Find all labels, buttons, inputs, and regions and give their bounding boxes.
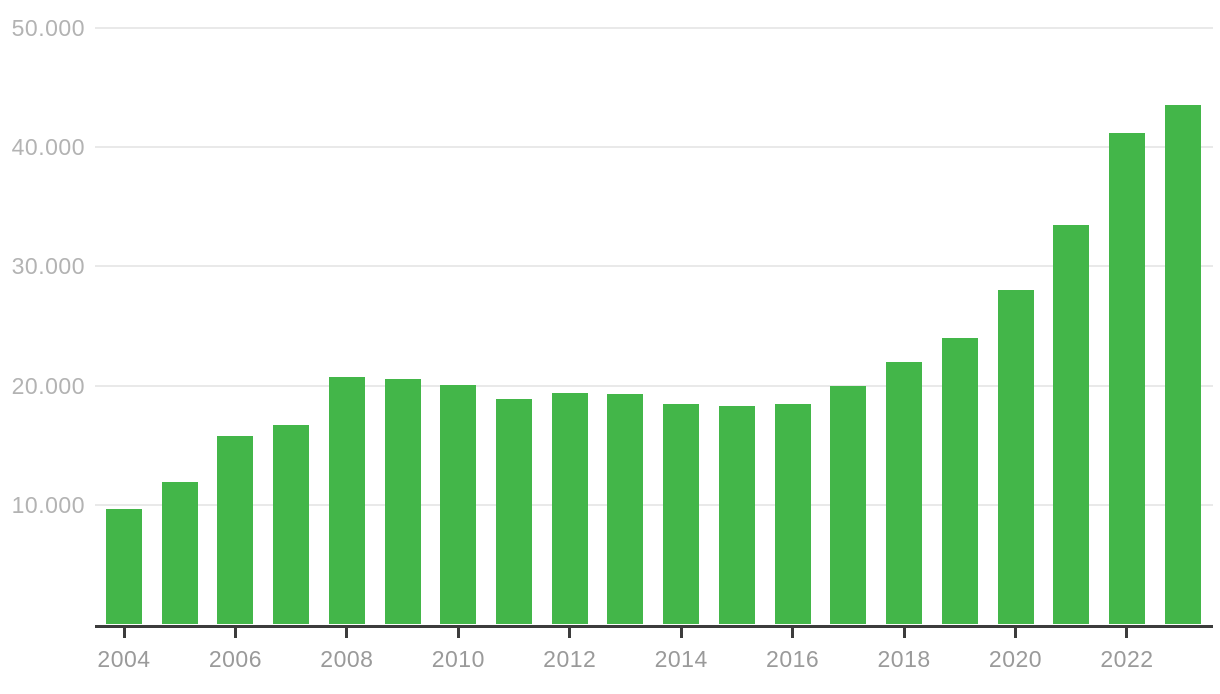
x-axis-tick-label: 2016: [766, 646, 820, 672]
bar-2021[interactable]: [1053, 224, 1090, 625]
bar-2006[interactable]: [217, 435, 254, 625]
bar-2008[interactable]: [328, 377, 365, 625]
x-axis-tick-label: 2022: [1100, 646, 1154, 672]
gridline-10.000: [95, 504, 1213, 507]
x-axis-tick-label: 2008: [320, 646, 374, 672]
y-axis-tick-label: 20.000: [11, 372, 85, 399]
bar-2019[interactable]: [941, 337, 978, 625]
y-axis-tick-label: 50.000: [11, 14, 85, 41]
x-axis-line: [95, 624, 1213, 628]
bar-2018[interactable]: [886, 361, 923, 625]
x-axis-tick-2012: [568, 627, 572, 638]
bar-2005[interactable]: [161, 482, 198, 625]
x-axis-tick-2006: [233, 627, 237, 638]
x-axis-tick-2004: [122, 627, 126, 638]
bar-2010[interactable]: [440, 384, 477, 625]
gridline-20.000: [95, 384, 1213, 387]
bar-2023[interactable]: [1164, 105, 1201, 625]
gridline-30.000: [95, 265, 1213, 268]
bar-2012[interactable]: [551, 392, 588, 625]
bar-2004[interactable]: [106, 508, 142, 625]
x-axis-tick-label: 2020: [988, 646, 1043, 672]
x-axis-tick-2014: [679, 627, 683, 638]
x-axis-tick-2022: [1125, 627, 1129, 638]
bar-2016[interactable]: [774, 403, 811, 625]
bar-2007[interactable]: [273, 425, 310, 625]
bar-2009[interactable]: [384, 378, 421, 625]
bar-2020[interactable]: [997, 290, 1034, 625]
x-axis-tick-label: 2004: [97, 646, 151, 672]
bar-2011[interactable]: [496, 398, 533, 625]
x-axis-tick-label: 2012: [543, 646, 597, 672]
bar-2014[interactable]: [663, 403, 700, 625]
x-axis-tick-label: 2018: [877, 646, 931, 672]
bar-2013[interactable]: [607, 394, 644, 625]
y-axis-tick-label: 30.000: [11, 253, 85, 280]
x-axis-tick-2020: [1014, 627, 1018, 638]
y-axis-tick-label: 40.000: [11, 133, 85, 160]
bar-2022[interactable]: [1108, 132, 1145, 625]
gridline-40.000: [95, 145, 1213, 148]
x-axis-tick-label: 2006: [208, 646, 263, 672]
bar-2017[interactable]: [830, 385, 867, 625]
x-axis-tick-label: 2014: [654, 646, 708, 672]
y-axis-tick-label: 10.000: [11, 492, 85, 519]
x-axis-tick-2008: [345, 627, 349, 638]
x-axis-tick-2018: [902, 627, 906, 638]
bar-2015[interactable]: [718, 405, 755, 625]
x-axis-tick-label: 2010: [431, 646, 485, 672]
gridline-50.000: [95, 26, 1213, 29]
x-axis-tick-2016: [791, 627, 795, 638]
x-axis-tick-2010: [456, 627, 460, 638]
